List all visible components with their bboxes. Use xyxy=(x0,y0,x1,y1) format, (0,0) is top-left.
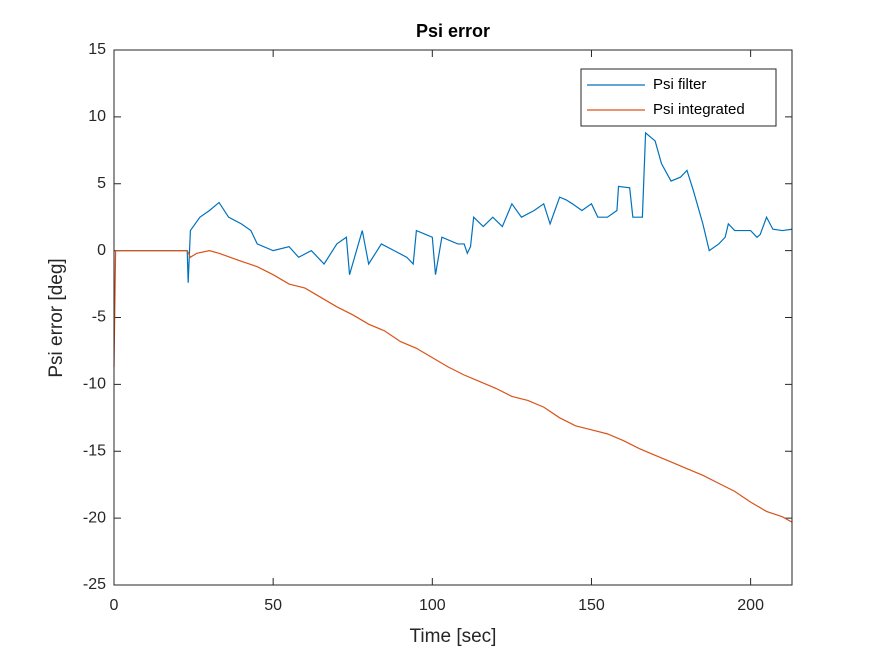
series-line xyxy=(113,250,793,523)
y-tick-label: 0 xyxy=(97,242,106,259)
y-tick-label: 5 xyxy=(97,175,106,192)
series-line xyxy=(114,131,793,283)
legend-box xyxy=(580,68,777,127)
y-tick-label: -25 xyxy=(83,576,106,593)
plot-area xyxy=(114,50,792,585)
y-tick-label: -5 xyxy=(92,309,106,326)
y-tick-label: -20 xyxy=(83,509,106,526)
y-tick-label: -10 xyxy=(83,376,106,393)
legend-label: Psi integrated xyxy=(653,101,745,118)
y-tick-label: 10 xyxy=(88,108,106,125)
legend: Psi filter Psi integrated xyxy=(580,68,777,127)
chart-title: Psi error xyxy=(416,21,490,41)
x-tick-label: 100 xyxy=(419,597,446,614)
y-tick-label: 15 xyxy=(88,41,106,58)
y-tick-label: -15 xyxy=(83,442,106,459)
x-axis-label: Time [sec] xyxy=(410,626,497,647)
x-tick-label: 50 xyxy=(264,597,282,614)
x-tick-label: 150 xyxy=(578,597,605,614)
x-tick-label: 0 xyxy=(110,597,119,614)
y-axis-label: Psi error [deg] xyxy=(46,258,67,377)
legend-label: Psi filter xyxy=(653,76,706,93)
axes-box xyxy=(113,49,793,586)
x-tick-label: 200 xyxy=(737,597,764,614)
